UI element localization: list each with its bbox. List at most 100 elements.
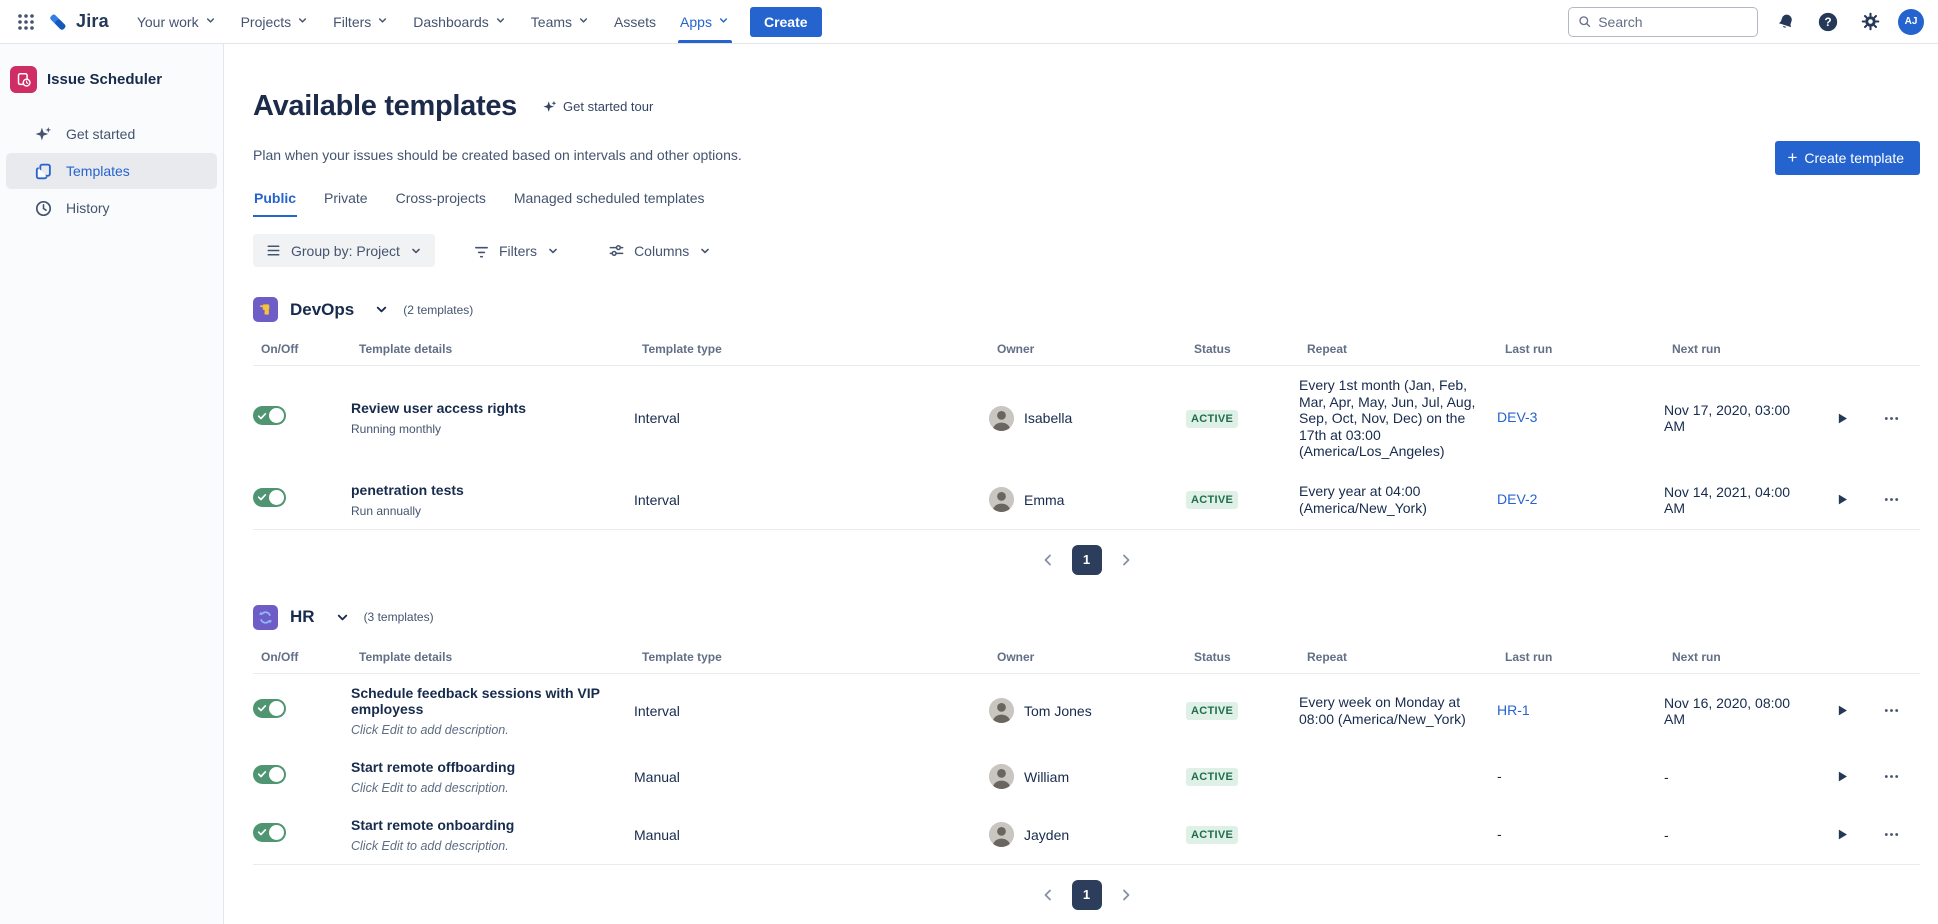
svg-text:?: ? (1824, 15, 1831, 29)
template-toggle[interactable] (253, 822, 286, 842)
repeat-text: Every year at 04:00 (America/New_York) (1299, 483, 1427, 516)
run-now-icon[interactable] (1836, 828, 1849, 841)
pagination-next-icon[interactable] (1118, 552, 1134, 568)
template-title[interactable]: penetration tests (351, 481, 464, 498)
template-toggle[interactable] (253, 406, 286, 426)
run-now-icon[interactable] (1836, 704, 1849, 717)
more-actions-icon[interactable] (1883, 410, 1900, 427)
project-avatar-devops (253, 297, 278, 322)
chevron-down-icon (494, 14, 507, 30)
jira-logo[interactable]: Jira (46, 10, 109, 34)
last-run: - (1497, 768, 1664, 786)
more-actions-icon[interactable] (1883, 768, 1900, 785)
run-now-icon[interactable] (1836, 412, 1849, 425)
last-run-link[interactable]: HR-1 (1497, 701, 1530, 718)
notification-bell-icon[interactable] (1772, 8, 1800, 36)
last-run-link[interactable]: DEV-3 (1497, 409, 1538, 426)
app-switcher-icon[interactable] (10, 6, 42, 38)
last-run: HR-1 (1497, 702, 1664, 720)
owner-avatar (989, 487, 1014, 513)
primary-nav: Your work Projects Filters Dashboards Te… (127, 0, 740, 43)
template-count: (2 templates) (403, 302, 474, 317)
search-box[interactable] (1568, 6, 1758, 37)
template-title[interactable]: Schedule feedback sessions with VIP empl… (351, 684, 600, 717)
check-icon (257, 412, 267, 420)
sidebar-item-get-started[interactable]: Get started (6, 116, 217, 152)
get-started-tour-link[interactable]: Get started tour (543, 99, 653, 114)
more-actions-icon[interactable] (1883, 702, 1900, 719)
template-title[interactable]: Start remote onboarding (351, 816, 515, 833)
template-toggle[interactable] (253, 698, 286, 718)
sidebar-item-history[interactable]: History (6, 190, 217, 226)
section-collapse-chevron-icon[interactable] (374, 302, 389, 317)
filters-button[interactable]: Filters (463, 234, 570, 267)
last-run-link[interactable]: DEV-2 (1497, 490, 1538, 507)
sparkle-icon (34, 126, 52, 143)
sidebar-menu: Get started Templates History (0, 116, 223, 226)
last-run-value: - (1497, 767, 1502, 784)
column-header: Template details (359, 649, 453, 664)
group-by-button[interactable]: Group by: Project (253, 234, 435, 267)
repeat-text: Every 1st month (Jan, Feb, Mar, Apr, May… (1299, 377, 1476, 460)
pagination-page-button[interactable]: 1 (1071, 879, 1102, 910)
template-title[interactable]: Review user access rights (351, 400, 527, 417)
template-count: (3 templates) (363, 610, 434, 625)
check-icon (257, 494, 267, 501)
table-toolbar: Group by: Project Filters (253, 234, 1920, 267)
nav-item-projects[interactable]: Projects (231, 0, 320, 43)
pagination-next-icon[interactable] (1118, 887, 1134, 903)
check-icon (257, 829, 267, 836)
search-input[interactable] (1598, 13, 1748, 30)
settings-gear-icon[interactable] (1856, 8, 1884, 36)
last-run-value: - (1497, 825, 1502, 842)
more-actions-icon[interactable] (1883, 826, 1900, 843)
nav-item-your-work[interactable]: Your work (127, 0, 227, 43)
main-content: Available templates Get started tour Pla… (224, 44, 1938, 924)
pagination-page-button[interactable]: 1 (1071, 544, 1102, 575)
template-toggle[interactable] (253, 487, 286, 507)
jira-logo-icon (50, 14, 66, 30)
owner-name: William (1024, 768, 1070, 785)
create-button[interactable]: Create (749, 6, 822, 37)
pagination-prev-icon[interactable] (1040, 552, 1056, 568)
tab-managed-scheduled-templates[interactable]: Managed scheduled templates (513, 190, 706, 217)
create-template-button[interactable]: + Create template (1775, 141, 1920, 175)
clock-icon (34, 200, 52, 217)
nav-item-filters[interactable]: Filters (323, 0, 399, 43)
project-section: HR (3 templates) On/Off Template details T… (253, 604, 1920, 910)
tab-public[interactable]: Public (253, 190, 298, 217)
chevron-down-icon (549, 248, 557, 253)
template-subtitle: Running monthly (351, 422, 442, 437)
column-header: Template type (642, 342, 722, 356)
column-header: Repeat (1307, 342, 1348, 356)
filters-icon (474, 246, 488, 258)
sidebar-app-title: Issue Scheduler (47, 71, 163, 88)
help-icon[interactable]: ? (1814, 8, 1842, 36)
sidebar-item-templates[interactable]: Templates (6, 153, 217, 189)
user-avatar[interactable]: AJ (1898, 8, 1924, 35)
nav-item-teams[interactable]: Teams (521, 0, 600, 43)
owner-name: Jayden (1024, 826, 1070, 843)
status-badge: ACTIVE (1186, 491, 1239, 510)
columns-button[interactable]: Columns (598, 234, 722, 267)
template-title[interactable]: Start remote offboarding (351, 758, 516, 775)
project-name: HR (290, 607, 315, 627)
nav-item-dashboards[interactable]: Dashboards (403, 0, 517, 43)
nav-item-assets[interactable]: Assets (604, 0, 666, 43)
run-now-icon[interactable] (1836, 493, 1849, 506)
template-toggle[interactable] (253, 764, 286, 784)
column-header: On/Off (261, 649, 299, 664)
columns-icon (609, 245, 624, 256)
more-actions-icon[interactable] (1883, 491, 1900, 508)
tab-private[interactable]: Private (323, 190, 369, 217)
column-header: Next run (1672, 649, 1721, 664)
nav-item-apps[interactable]: Apps (670, 0, 740, 43)
project-avatar-hr (253, 604, 278, 630)
tab-cross-projects[interactable]: Cross-projects (395, 190, 487, 217)
status-badge: ACTIVE (1186, 409, 1239, 428)
template-subtitle: Click Edit to add description. (351, 838, 509, 853)
section-collapse-chevron-icon[interactable] (335, 610, 350, 625)
pagination-prev-icon[interactable] (1040, 887, 1056, 903)
run-now-icon[interactable] (1836, 770, 1849, 783)
copy-pages-icon (34, 163, 52, 180)
